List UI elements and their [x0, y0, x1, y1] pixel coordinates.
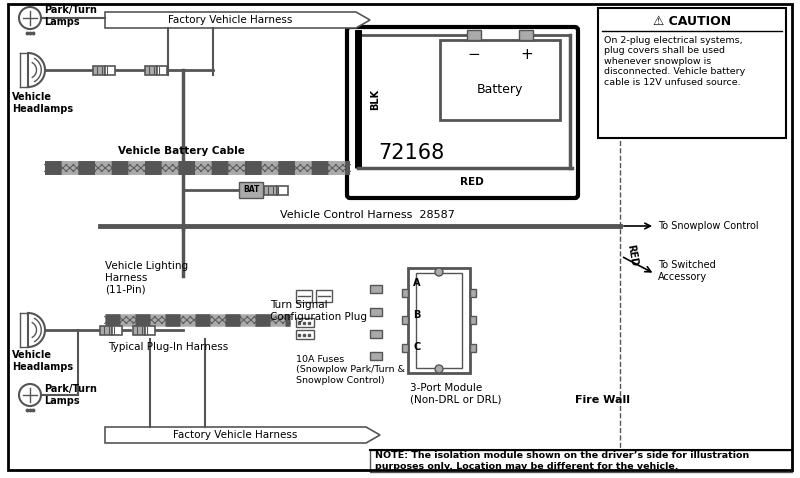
Bar: [598, 8, 786, 138]
Bar: [370, 285, 382, 293]
Bar: [112, 326, 122, 335]
Bar: [93, 65, 105, 75]
Bar: [133, 326, 145, 335]
Text: Vehicle
Headlamps: Vehicle Headlamps: [12, 350, 73, 371]
Bar: [105, 65, 115, 75]
Text: Park/Turn
Lamps: Park/Turn Lamps: [44, 5, 97, 27]
Bar: [470, 344, 476, 352]
Text: RED: RED: [460, 177, 484, 187]
Text: Vehicle Battery Cable: Vehicle Battery Cable: [118, 146, 245, 156]
Bar: [466, 30, 481, 40]
Bar: [402, 289, 408, 297]
Bar: [402, 316, 408, 324]
Text: NOTE: The isolation module shown on the driver’s side for illustration
purposes : NOTE: The isolation module shown on the …: [375, 451, 750, 471]
Bar: [145, 326, 155, 335]
Text: RED: RED: [625, 244, 638, 268]
Bar: [408, 268, 470, 373]
Bar: [100, 326, 112, 335]
Bar: [145, 65, 157, 75]
Bar: [296, 318, 314, 327]
Text: Park/Turn
Lamps: Park/Turn Lamps: [44, 384, 97, 406]
Text: BLK: BLK: [370, 88, 380, 109]
Bar: [470, 316, 476, 324]
Bar: [239, 182, 263, 198]
Text: To Switched
Accessory: To Switched Accessory: [658, 260, 716, 282]
Text: B: B: [413, 310, 420, 320]
Text: 10A Fuses
(Snowplow Park/Turn &
Snowplow Control): 10A Fuses (Snowplow Park/Turn & Snowplow…: [296, 355, 405, 385]
Bar: [370, 352, 382, 360]
Bar: [416, 273, 462, 368]
Text: Vehicle
Headlamps: Vehicle Headlamps: [12, 92, 73, 114]
Text: Factory Vehicle Harness: Factory Vehicle Harness: [168, 15, 293, 25]
Bar: [370, 308, 382, 316]
Bar: [370, 330, 382, 338]
Text: Vehicle Lighting
Harness
(11-Pin): Vehicle Lighting Harness (11-Pin): [105, 261, 188, 294]
Bar: [470, 289, 476, 297]
Bar: [402, 344, 408, 352]
Polygon shape: [105, 12, 370, 28]
Bar: [519, 30, 534, 40]
Circle shape: [435, 268, 443, 276]
Bar: [440, 40, 560, 120]
Polygon shape: [105, 427, 380, 443]
Text: +: +: [520, 46, 533, 62]
Text: −: −: [467, 46, 480, 62]
Text: C: C: [413, 342, 420, 352]
FancyBboxPatch shape: [347, 27, 578, 198]
Text: A: A: [413, 278, 421, 288]
Bar: [277, 185, 288, 195]
Text: Fire Wall: Fire Wall: [575, 395, 630, 405]
Bar: [296, 290, 312, 302]
Text: On 2-plug electrical systems,
plug covers shall be used
whenever snowplow is
dis: On 2-plug electrical systems, plug cover…: [604, 36, 746, 87]
Text: Vehicle Control Harness  28587: Vehicle Control Harness 28587: [280, 210, 455, 220]
Circle shape: [435, 365, 443, 373]
Text: Turn Signal
Configuration Plug: Turn Signal Configuration Plug: [270, 300, 367, 322]
Text: Factory Vehicle Harness: Factory Vehicle Harness: [174, 430, 298, 440]
Bar: [157, 65, 167, 75]
Bar: [264, 185, 277, 195]
Text: To Snowplow Control: To Snowplow Control: [658, 221, 758, 231]
Text: Typical Plug-In Harness: Typical Plug-In Harness: [108, 342, 228, 352]
Bar: [370, 450, 792, 472]
Text: Battery: Battery: [477, 83, 523, 96]
Bar: [316, 290, 332, 302]
Text: 72168: 72168: [378, 143, 444, 163]
Text: ⚠ CAUTION: ⚠ CAUTION: [653, 14, 731, 28]
Bar: [296, 330, 314, 339]
Text: BAT: BAT: [243, 185, 259, 195]
Text: 3-Port Module
(Non-DRL or DRL): 3-Port Module (Non-DRL or DRL): [410, 383, 502, 404]
